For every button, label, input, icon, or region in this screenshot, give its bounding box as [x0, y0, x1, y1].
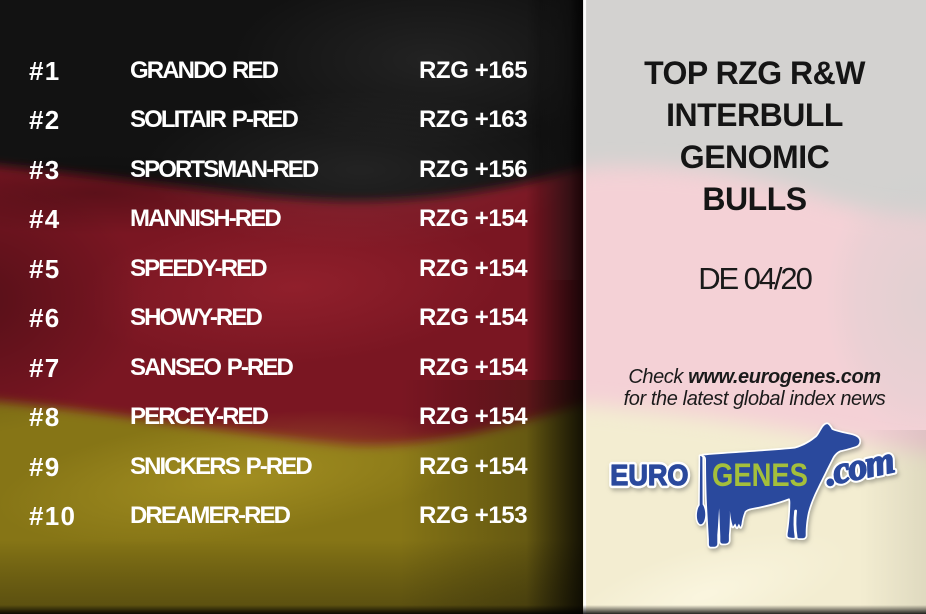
svg-text:EURO: EURO: [610, 459, 688, 491]
svg-text:GENES: GENES: [712, 458, 808, 493]
svg-text:EURO: EURO: [610, 459, 688, 491]
